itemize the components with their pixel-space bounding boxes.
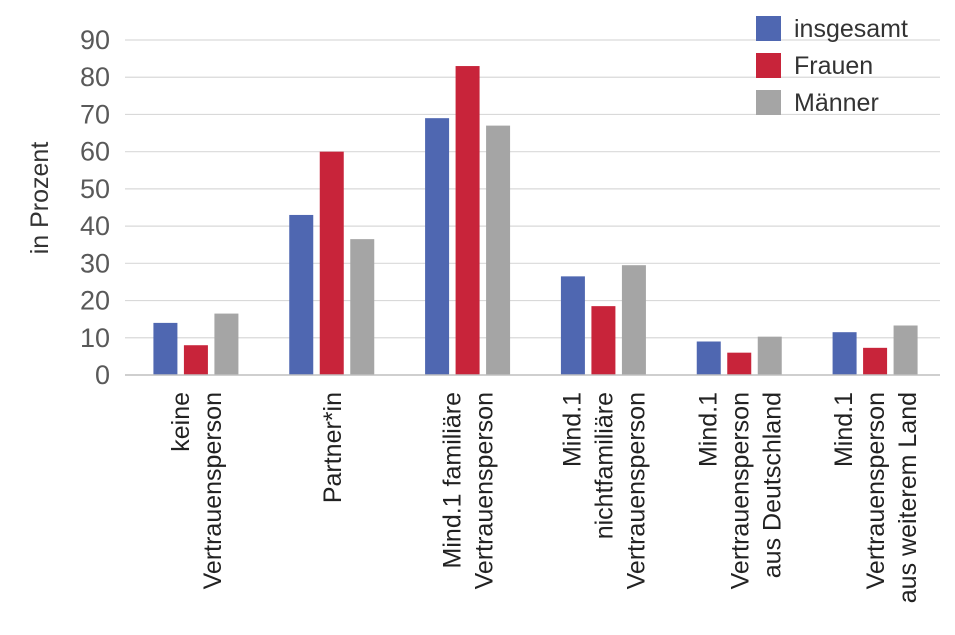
y-axis-ticks: 0 10 20 30 40 50 60 70 80 90 bbox=[80, 25, 110, 390]
bar-männer bbox=[214, 313, 239, 375]
legend-label: insgesamt bbox=[794, 15, 908, 43]
category-label: keine bbox=[167, 392, 195, 452]
category-label: Mind.1 familiäre bbox=[439, 392, 467, 568]
category-label: Vertrauensperson bbox=[471, 392, 499, 589]
y-tick-label: 10 bbox=[80, 323, 110, 353]
category-label: aus Deutschland bbox=[758, 392, 786, 578]
category-label: Vertrauensperson bbox=[622, 392, 650, 589]
category-label: Partner*in bbox=[319, 392, 347, 503]
y-tick-label: 40 bbox=[80, 211, 110, 241]
category-label: Mind.1 bbox=[830, 392, 858, 467]
y-tick-label: 90 bbox=[80, 25, 110, 55]
bar-insgesamt bbox=[289, 214, 314, 375]
legend-label: Männer bbox=[794, 89, 879, 117]
bar-frauen bbox=[455, 66, 480, 376]
y-tick-label: 50 bbox=[80, 174, 110, 204]
bar-insgesamt bbox=[832, 332, 857, 375]
bar-männer bbox=[350, 239, 375, 375]
category-label: Mind.1 bbox=[558, 392, 586, 467]
bar-insgesamt bbox=[696, 341, 721, 375]
y-tick-label: 20 bbox=[80, 286, 110, 316]
category-label: Vertrauensperson bbox=[862, 392, 890, 589]
legend-swatch bbox=[756, 90, 781, 115]
y-tick-label: 70 bbox=[80, 99, 110, 129]
bar-männer bbox=[486, 125, 511, 375]
legend-label: Frauen bbox=[794, 52, 873, 80]
bar-frauen bbox=[183, 345, 208, 375]
bar-frauen bbox=[863, 347, 888, 375]
bar-frauen bbox=[591, 306, 616, 375]
bars bbox=[153, 66, 918, 376]
y-tick-label: 80 bbox=[80, 62, 110, 92]
y-axis-title: in Prozent bbox=[26, 142, 54, 255]
bar-insgesamt bbox=[560, 276, 585, 375]
category-label: aus weiterem Land bbox=[894, 392, 922, 603]
y-tick-label: 0 bbox=[95, 360, 110, 390]
category-label: Mind.1 bbox=[694, 392, 722, 467]
bar-insgesamt bbox=[153, 322, 178, 375]
bar-insgesamt bbox=[425, 118, 450, 376]
bar-männer bbox=[893, 325, 918, 375]
legend: insgesamt Frauen Männer bbox=[756, 15, 908, 117]
legend-swatch bbox=[756, 16, 781, 41]
category-label: nichtfamiliäre bbox=[590, 392, 618, 539]
category-label: Vertrauensperson bbox=[726, 392, 754, 589]
category-labels: keine Vertrauensperson Partner*in Mind.1 fa… bbox=[167, 392, 922, 603]
y-tick-label: 30 bbox=[80, 248, 110, 278]
bar-männer bbox=[621, 265, 646, 375]
y-tick-label: 60 bbox=[80, 137, 110, 167]
category-label: Vertrauensperson bbox=[199, 392, 227, 589]
bar-frauen bbox=[727, 352, 752, 375]
gridlines bbox=[125, 39, 940, 339]
legend-swatch bbox=[756, 53, 781, 78]
bar-männer bbox=[757, 336, 782, 375]
bar-frauen bbox=[319, 151, 344, 375]
